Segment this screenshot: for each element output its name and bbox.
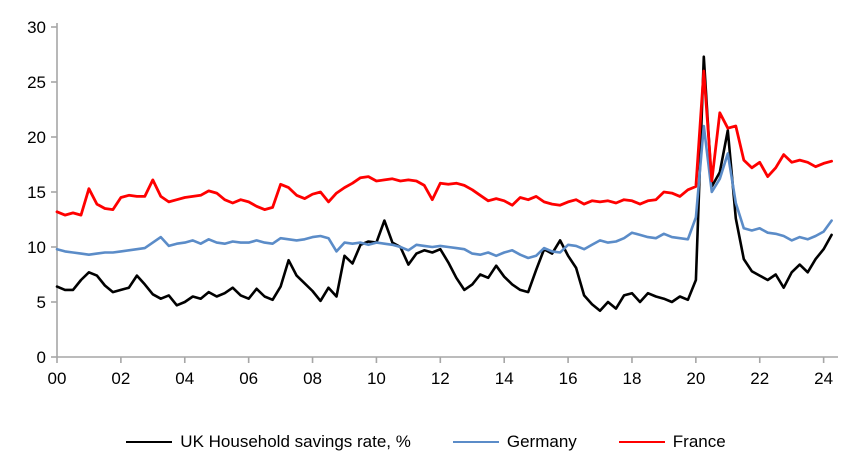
x-tick-label: 10	[367, 369, 386, 388]
x-tick-label: 04	[175, 369, 194, 388]
x-tick-label: 24	[814, 369, 833, 388]
chart-legend: UK Household savings rate, % Germany Fra…	[0, 432, 852, 452]
series-line-france	[55, 69, 833, 217]
y-tick-label: 10	[27, 238, 46, 257]
legend-label-uk: UK Household savings rate, %	[180, 432, 411, 451]
legend-label-france: France	[672, 432, 726, 451]
x-tick-label: 12	[431, 369, 450, 388]
y-tick-label: 25	[27, 73, 46, 92]
y-tick-label: 15	[27, 183, 46, 202]
x-tick-label: 00	[48, 369, 67, 388]
legend-item-france: France	[618, 432, 726, 452]
y-tick-label: 20	[27, 128, 46, 147]
y-tick-label: 30	[27, 18, 46, 37]
legend-line-france-icon	[618, 441, 665, 443]
series-line-germany	[55, 124, 833, 260]
legend-label-germany: Germany	[506, 432, 577, 451]
y-tick-label: 5	[37, 293, 46, 312]
legend-line-uk-icon	[126, 441, 173, 443]
plot-area: 0 5 10 15 20 25 30 00 02 04 06 08 10 12 14 16 18 20 22 24	[27, 18, 838, 388]
x-tick-label: 22	[750, 369, 769, 388]
legend-item-uk: UK Household savings rate, %	[126, 432, 411, 452]
x-tick-label: 08	[303, 369, 322, 388]
x-tick-label: 16	[559, 369, 578, 388]
y-tick-label: 0	[37, 348, 46, 367]
x-tick-label: 14	[495, 369, 514, 388]
x-tick-label: 02	[111, 369, 130, 388]
legend-line-germany-icon	[452, 441, 499, 443]
x-tick-label: 20	[686, 369, 705, 388]
x-tick-label: 06	[239, 369, 258, 388]
x-tick-label: 18	[623, 369, 642, 388]
legend-item-germany: Germany	[452, 432, 577, 452]
